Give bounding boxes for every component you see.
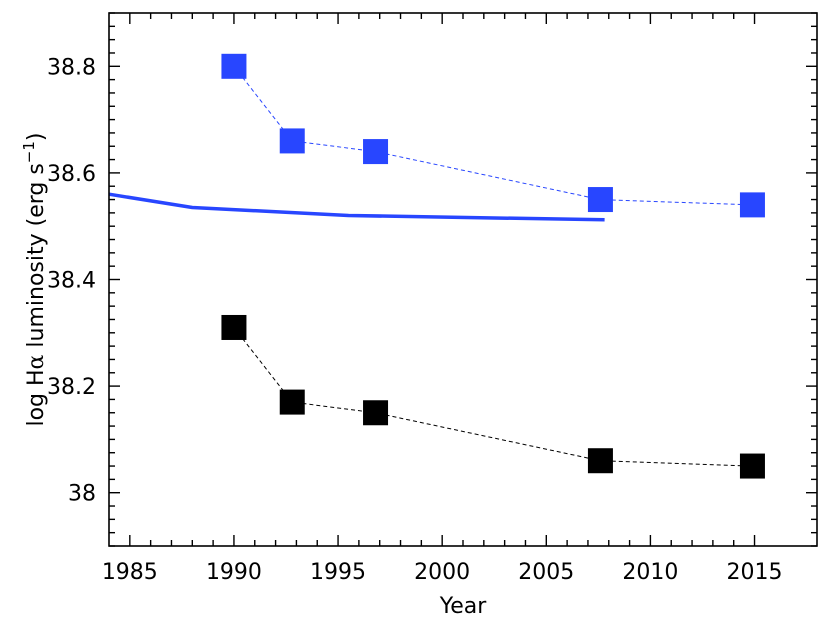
y-axis-title-main: log H bbox=[24, 369, 49, 426]
series-1-marker bbox=[221, 314, 247, 340]
series-1-marker bbox=[739, 453, 765, 479]
series-0-marker bbox=[279, 128, 305, 154]
y-axis-title-superscript: −1 bbox=[20, 141, 38, 163]
x-tick-label: 1995 bbox=[310, 560, 366, 585]
y-tick-label: 38.2 bbox=[47, 375, 96, 400]
axis-ticks: 1985 1990 1995 2000 2005 2010 2015 38 38.2 38.4 38… bbox=[47, 12, 817, 585]
y-tick-label: 38.4 bbox=[47, 269, 96, 294]
series-0-marker bbox=[587, 187, 613, 213]
x-tick-label: 1990 bbox=[206, 560, 262, 585]
series-0-marker bbox=[221, 53, 247, 79]
series-2-line bbox=[108, 192, 605, 222]
plot-marks bbox=[108, 53, 765, 479]
y-tick-label: 38.6 bbox=[47, 162, 96, 187]
y-tick-label: 38 bbox=[68, 482, 96, 507]
series-1-marker bbox=[363, 400, 389, 426]
x-tick-label: 2005 bbox=[518, 560, 574, 585]
plot-frame bbox=[108, 12, 818, 547]
series-0-marker bbox=[363, 139, 389, 165]
x-axis-title: Year bbox=[439, 594, 488, 619]
series-0-marker bbox=[739, 192, 765, 218]
y-axis-title-greek: α bbox=[24, 354, 49, 369]
series-1-marker bbox=[279, 389, 305, 415]
x-tick-label: 2000 bbox=[414, 560, 470, 585]
series-1-marker bbox=[587, 448, 613, 474]
x-tick-label: 1985 bbox=[102, 560, 158, 585]
y-tick-label: 38.8 bbox=[47, 55, 96, 80]
x-tick-label: 2015 bbox=[727, 560, 783, 585]
y-axis-title-close: ) bbox=[24, 132, 49, 141]
y-axis-title: log Hα luminosity (erg s−1) bbox=[20, 132, 49, 426]
x-tick-label: 2010 bbox=[622, 560, 678, 585]
y-axis-title-rest: luminosity (erg s bbox=[24, 163, 49, 354]
